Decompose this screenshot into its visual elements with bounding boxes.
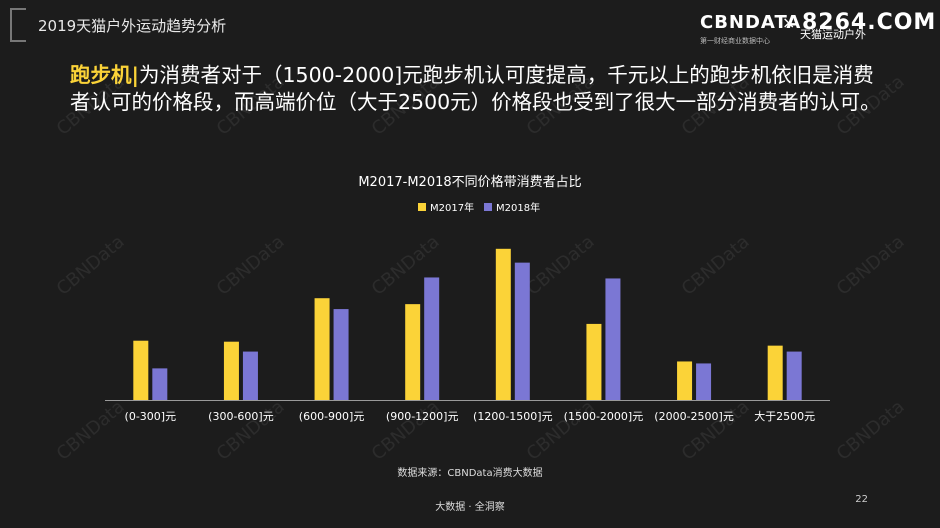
x-tick-label: (600-900]元 [299, 410, 365, 423]
bar-m2017-7 [767, 345, 783, 400]
x-tick-label: (0-300]元 [125, 410, 177, 423]
bar-m2018-1 [242, 351, 258, 400]
legend-swatch [484, 203, 492, 211]
bar-m2017-3 [405, 304, 421, 400]
legend-label: M2018年 [496, 201, 540, 214]
report-title: 2019天猫户外运动趋势分析 [38, 17, 227, 35]
bar-m2018-4 [514, 262, 530, 400]
cbndata-logo: CBNDATA [700, 12, 802, 33]
bar-m2018-0 [152, 368, 168, 400]
site-watermark: 8264.COM [802, 10, 937, 35]
bar-m2018-5 [605, 278, 621, 400]
bar-m2017-4 [495, 248, 511, 400]
data-source: 数据来源：CBNData消费大数据 [397, 466, 542, 479]
bar-m2017-2 [314, 298, 330, 400]
bar-m2018-3 [424, 277, 440, 400]
bar-m2017-6 [677, 361, 693, 400]
legend-label: M2017年 [430, 201, 474, 214]
logo-area: CBNDATA 第一财经商业数据中心 × 天猫运动户外 8264.COM [700, 10, 935, 46]
legend-swatch [418, 203, 426, 211]
headline-keyword: 跑步机| [70, 63, 139, 87]
tmall-sports-logo: 天猫运动户外 [800, 28, 866, 41]
logo-times-sign: × [782, 13, 796, 32]
x-tick-label: (900-1200]元 [386, 410, 459, 423]
chart-legend: M2017年 M2018年 [418, 201, 540, 214]
page-number: 22 [855, 494, 868, 505]
x-tick-label: (300-600]元 [208, 410, 274, 423]
bar-m2017-0 [133, 340, 149, 400]
x-tick-label: (1500-2000]元 [564, 410, 644, 423]
x-tick-label: (1200-1500]元 [473, 410, 553, 423]
logo-tagline: 第一财经商业数据中心 [700, 37, 770, 45]
corner-bracket-decoration [10, 8, 26, 42]
bar-m2018-6 [696, 363, 712, 400]
footer-slogan: 大数据 · 全洞察 [435, 502, 505, 513]
bar-m2018-7 [786, 351, 802, 400]
headline-text: 为消费者对于（1500-2000]元跑步机认可度提高，千元以上的跑步机依旧是消费… [70, 63, 881, 114]
headline: 跑步机|为消费者对于（1500-2000]元跑步机认可度提高，千元以上的跑步机依… [70, 62, 890, 116]
x-tick-label: (2000-2500]元 [654, 410, 734, 423]
bar-m2017-5 [586, 323, 602, 400]
chart-title: M2017-M2018不同价格带消费者占比 [358, 174, 581, 190]
bars-group [133, 248, 802, 400]
x-tick-label: 大于2500元 [754, 409, 815, 423]
bar-m2018-2 [333, 309, 349, 400]
x-tick-labels: (0-300]元 (300-600]元 (600-900]元 (900-1200]元 (… [125, 409, 816, 423]
bar-m2017-1 [223, 341, 239, 400]
